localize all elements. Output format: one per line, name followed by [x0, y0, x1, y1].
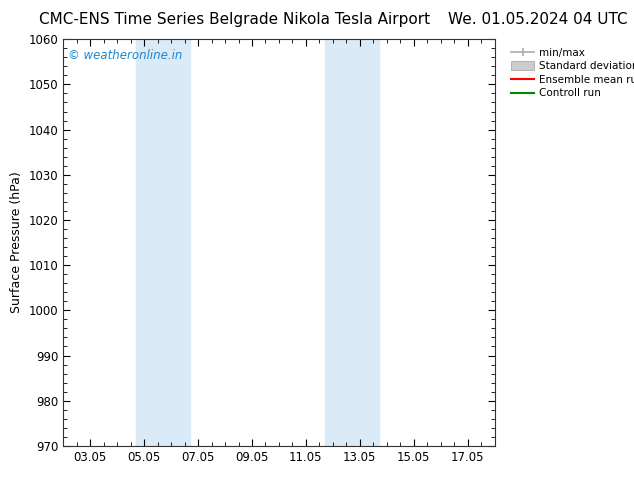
Text: © weatheronline.in: © weatheronline.in — [68, 49, 182, 62]
Bar — [325, 39, 378, 446]
Bar — [136, 39, 190, 446]
Text: CMC-ENS Time Series Belgrade Nikola Tesla Airport: CMC-ENS Time Series Belgrade Nikola Tesl… — [39, 12, 430, 27]
Legend: min/max, Standard deviation, Ensemble mean run, Controll run: min/max, Standard deviation, Ensemble me… — [508, 45, 634, 101]
Text: We. 01.05.2024 04 UTC: We. 01.05.2024 04 UTC — [448, 12, 628, 27]
Y-axis label: Surface Pressure (hPa): Surface Pressure (hPa) — [10, 172, 23, 314]
